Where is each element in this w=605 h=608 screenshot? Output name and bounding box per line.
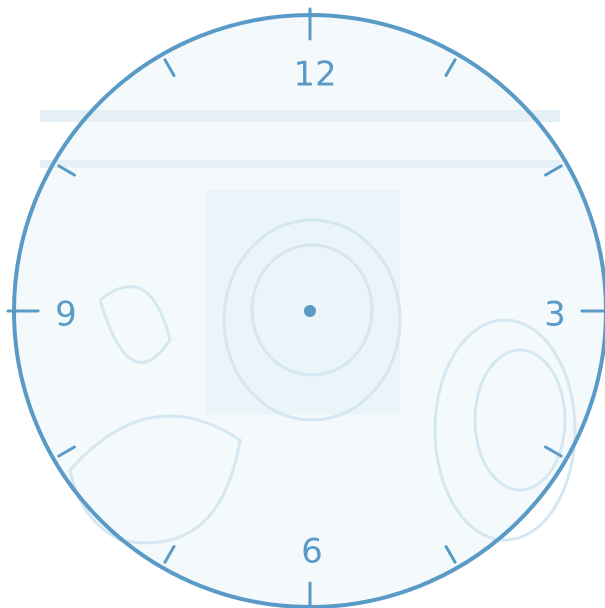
hour-tick: [544, 445, 563, 458]
hour-tick: [444, 58, 457, 77]
hour-label: 12: [293, 55, 336, 95]
hour-tick: [544, 164, 563, 177]
hour-label: 3: [544, 295, 566, 335]
hour-ticks: [6, 7, 605, 608]
center-pin: [304, 305, 316, 317]
hour-tick: [444, 545, 457, 564]
hour-tick: [163, 545, 176, 564]
faded-illustration: [40, 110, 577, 545]
hour-label: 6: [301, 532, 323, 572]
hour-tick: [57, 164, 76, 177]
hour-tick: [163, 58, 176, 77]
hour-tick: [57, 445, 76, 458]
hour-label: 9: [55, 295, 77, 335]
